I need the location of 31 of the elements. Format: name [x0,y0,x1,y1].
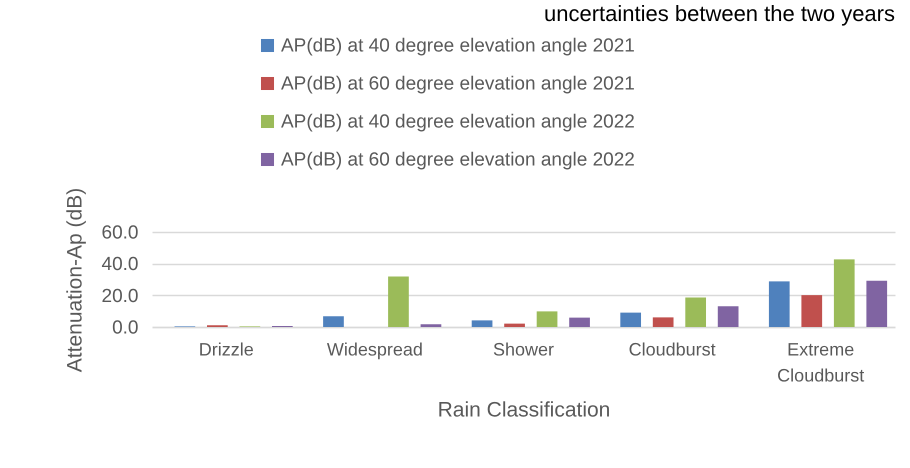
bar [388,276,409,327]
legend-label: AP(dB) at 40 degree elevation angle 2021 [281,36,635,56]
x-tick-label: Shower [492,340,554,360]
bar [472,320,492,327]
legend-label: AP(dB) at 60 degree elevation angle 2022 [281,150,635,170]
legend-label: AP(dB) at 60 degree elevation angle 2021 [281,74,635,94]
y-axis-title: Attenuation-Ap (dB) [64,188,87,372]
bar [569,318,590,327]
x-tick-label: Drizzle [198,340,254,360]
bar [866,280,888,327]
y-tick-label: 60.0 [102,222,138,244]
bar [834,259,855,327]
y-tick-label: 0.0 [112,318,138,338]
legend-label: AP(dB) at 40 degree elevation angle 2022 [281,112,635,132]
bar [718,306,739,327]
bar [801,295,822,327]
y-tick-label: 20.0 [102,286,138,307]
x-tick-label: Cloudburst [628,340,716,360]
bar [504,324,525,327]
bar [536,311,558,327]
bar [323,316,344,327]
bar [420,324,442,327]
bar [620,312,642,327]
chart-title: uncertainties between the two years [544,1,895,26]
x-tick-label: Extreme Cloudburst [777,340,864,386]
x-tick-label: Widespread [326,340,423,360]
bar [768,281,790,327]
bar [652,317,674,327]
y-tick-label: 40.0 [102,254,138,276]
bar [685,298,706,327]
x-axis-title: Rain Classification [438,398,610,422]
